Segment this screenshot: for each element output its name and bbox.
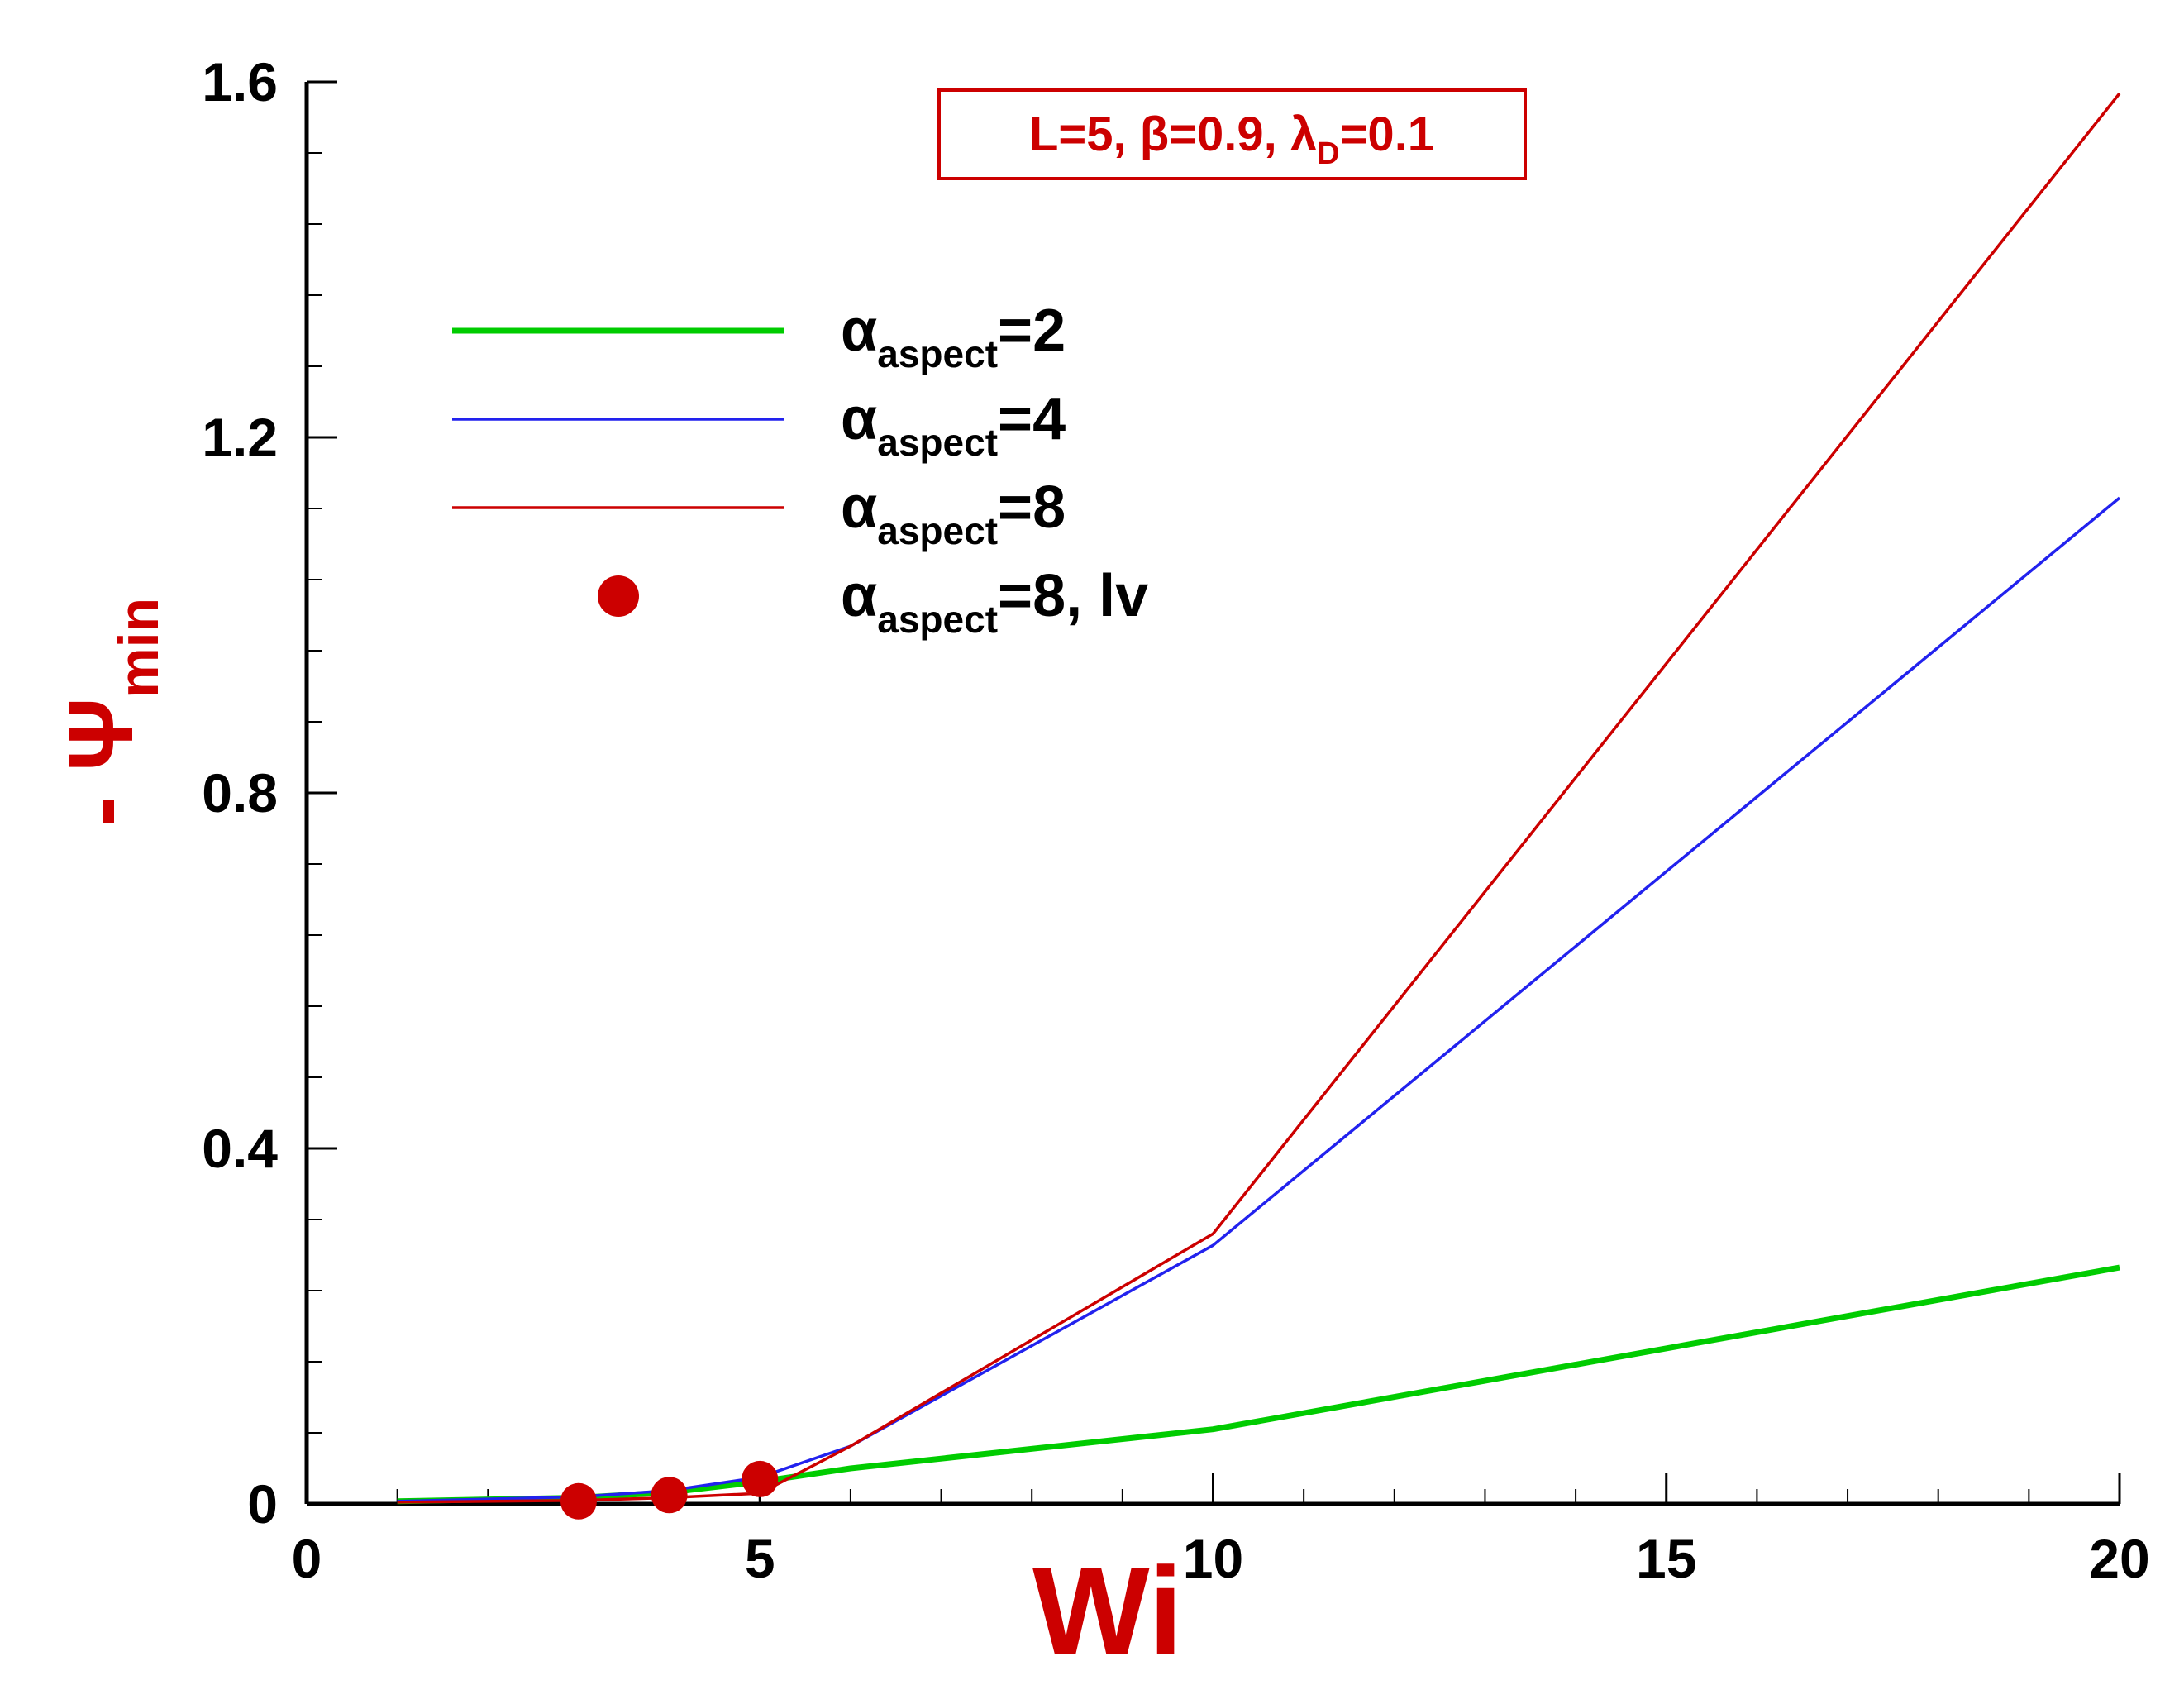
y-tick-label: 0 bbox=[247, 1473, 278, 1535]
subscript: min bbox=[107, 598, 170, 698]
data-point bbox=[560, 1482, 597, 1520]
x-tick-label: 15 bbox=[1636, 1528, 1696, 1589]
y-tick-label: 1.2 bbox=[202, 407, 278, 468]
y-axis-label: - Ψmin bbox=[50, 598, 170, 827]
annotation: L=5, β=0.9, λD=0.1 bbox=[1029, 107, 1434, 171]
y-tick-label: 1.6 bbox=[202, 51, 278, 112]
series-line bbox=[397, 92, 2121, 1504]
text-part: L=5, β=0.9, λ bbox=[1029, 107, 1317, 161]
x-tick-label: 10 bbox=[1183, 1528, 1243, 1589]
annotation-box bbox=[937, 88, 1527, 180]
subscript: D bbox=[1317, 136, 1339, 171]
subscript: aspect bbox=[877, 509, 998, 552]
text-part: α bbox=[841, 298, 877, 364]
series-line bbox=[397, 496, 2121, 1503]
y-tick-label: 0.8 bbox=[202, 762, 278, 823]
x-tick-label: 20 bbox=[2089, 1528, 2149, 1589]
legend-label: αaspect=2 bbox=[841, 298, 1066, 375]
legend-label: αaspect=8, lv bbox=[841, 563, 1148, 641]
x-tick-label: 0 bbox=[292, 1528, 322, 1589]
series-line bbox=[397, 1264, 2120, 1505]
x-axis-label: Wi bbox=[1032, 1541, 1183, 1680]
data-point bbox=[742, 1460, 779, 1497]
subscript: aspect bbox=[877, 598, 998, 641]
data-point bbox=[651, 1477, 688, 1514]
subscript: aspect bbox=[877, 421, 998, 464]
text-part: =0.1 bbox=[1340, 107, 1435, 161]
legend-label: αaspect=4 bbox=[841, 386, 1066, 464]
text-part: α bbox=[841, 563, 877, 629]
x-tick-label: 5 bbox=[745, 1528, 775, 1589]
text-part: α bbox=[841, 475, 877, 541]
legend-marker bbox=[598, 575, 639, 617]
text-part: =2 bbox=[998, 298, 1066, 364]
text-part: α bbox=[841, 386, 877, 452]
text-part: =8, lv bbox=[998, 563, 1148, 629]
legend-label: αaspect=8 bbox=[841, 475, 1066, 552]
y-tick-label: 0.4 bbox=[202, 1118, 278, 1179]
text-part: - Ψ bbox=[50, 698, 152, 827]
text-part: =8 bbox=[998, 475, 1066, 541]
text-part: =4 bbox=[998, 386, 1066, 452]
subscript: aspect bbox=[877, 332, 998, 375]
